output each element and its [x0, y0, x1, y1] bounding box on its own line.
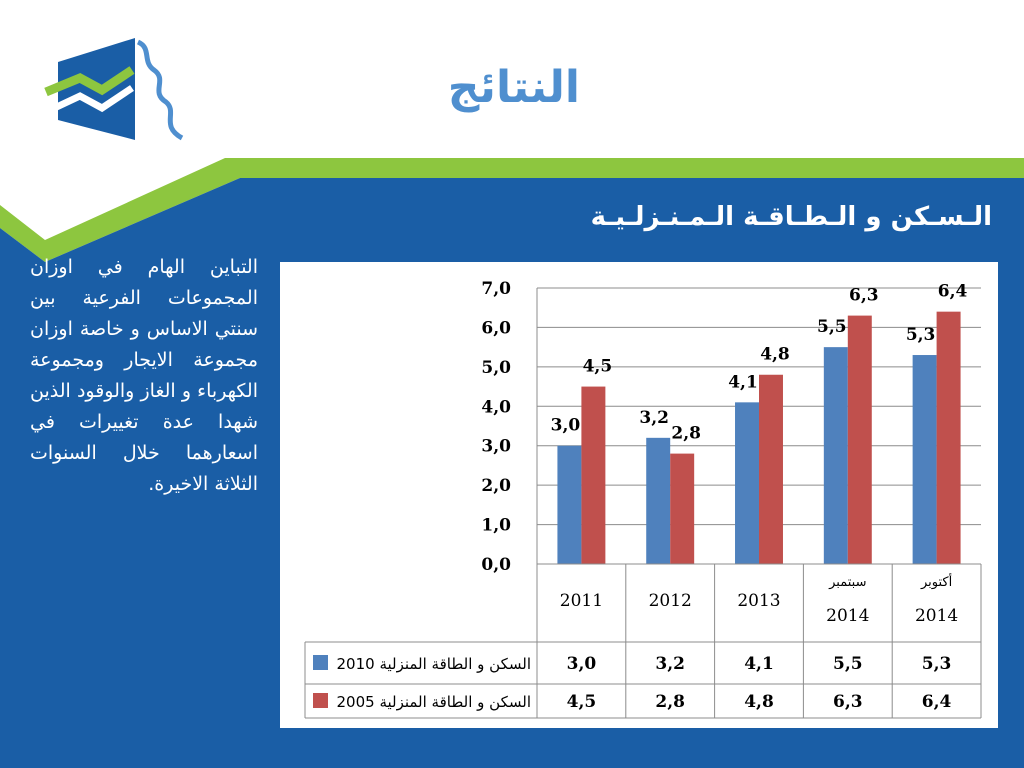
page-title: النتائج	[447, 62, 580, 113]
y-tick-label: 4,0	[481, 397, 511, 417]
bar	[670, 453, 695, 564]
section-subtitle: الـسـكن و الـطـاقـة الـمـنـزلـيـة	[590, 202, 992, 232]
table-value: 5,5	[833, 654, 863, 674]
y-tick-label: 7,0	[481, 279, 511, 299]
legend-swatch	[313, 655, 328, 670]
x-tick-label: 2014	[915, 606, 958, 626]
bar	[581, 386, 606, 564]
table-value: 3,0	[567, 654, 597, 674]
table-value: 4,1	[744, 654, 774, 674]
y-tick-label: 1,0	[481, 516, 511, 536]
table-value: 2,8	[655, 692, 685, 712]
table-value: 6,4	[922, 692, 952, 712]
data-label: 3,0	[551, 416, 581, 436]
body-paragraph: التباين الهام في اوزان المجموعات الفرعية…	[30, 256, 258, 495]
bar	[847, 315, 872, 564]
x-tick-label: 2011	[560, 591, 603, 611]
data-label: 4,8	[760, 345, 790, 365]
table-value: 5,3	[922, 654, 952, 674]
data-label: 4,5	[583, 357, 613, 377]
bar	[557, 445, 582, 564]
green-band	[0, 158, 1024, 262]
table-value: 4,5	[567, 692, 597, 712]
y-tick-label: 2,0	[481, 476, 511, 496]
logo	[44, 38, 184, 141]
x-tick-label: 2013	[737, 591, 780, 611]
data-label: 6,4	[938, 282, 968, 302]
x-tick-label: 2014	[826, 606, 869, 626]
legend-label: السكن و الطاقة المنزلية 2005	[336, 693, 531, 711]
y-tick-label: 3,0	[481, 437, 511, 457]
x-tick-label: أكتوبر	[920, 573, 952, 590]
bar	[912, 355, 937, 564]
bar	[936, 311, 961, 564]
data-label: 6,3	[849, 286, 879, 306]
bar-chart: 0,01,02,03,04,05,06,07,03,04,53,22,84,14…	[304, 279, 982, 719]
bar	[823, 347, 848, 564]
bar	[759, 374, 783, 564]
data-label: 3,2	[639, 408, 669, 428]
legend-swatch	[313, 693, 328, 708]
table-value: 6,3	[833, 692, 863, 712]
y-tick-label: 0,0	[481, 555, 511, 575]
data-label: 4,1	[728, 372, 758, 392]
legend-label: السكن و الطاقة المنزلية 2010	[336, 655, 531, 673]
y-tick-label: 5,0	[481, 358, 511, 378]
x-tick-label: 2012	[649, 591, 692, 611]
y-tick-label: 6,0	[481, 318, 511, 338]
data-label: 5,5	[817, 317, 847, 337]
chart-panel: 0,0 1,0 2,0 3,0 4,0 5,0 6,0 7,0 3,0 4,5 3,2 2,8 4,1 4…	[280, 262, 998, 728]
data-label: 2,8	[671, 424, 701, 444]
bar	[646, 437, 671, 564]
bar	[735, 402, 759, 564]
data-label: 5,3	[906, 325, 936, 345]
table-value: 4,8	[744, 692, 774, 712]
x-tick-label: سبتمبر	[828, 575, 866, 590]
table-value: 3,2	[655, 654, 685, 674]
